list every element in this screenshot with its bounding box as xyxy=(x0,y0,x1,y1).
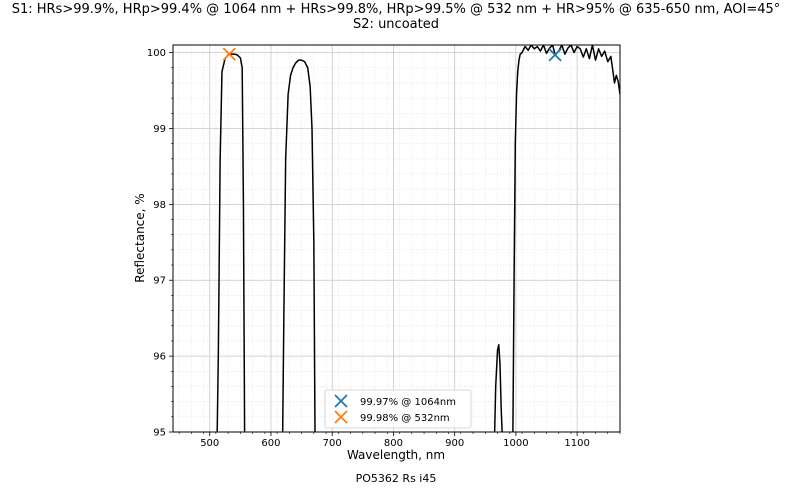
legend-label-2: 99.98% @ 532nm xyxy=(360,413,450,424)
y-tick-label: 97 xyxy=(153,276,166,287)
chart-title-line-2: S2: uncoated xyxy=(353,17,439,32)
y-tick-label: 99 xyxy=(153,124,166,135)
y-tick-label: 100 xyxy=(147,48,166,59)
marker-2 xyxy=(222,47,236,61)
plot-frame xyxy=(172,44,621,433)
x-axis-label: Wavelength, nm xyxy=(347,448,445,462)
legend-box xyxy=(324,389,472,429)
axes: 500 600 700 800 900 1000 1100 95 96 97 98 99 100 xyxy=(147,44,621,449)
x-tick-label: 1100 xyxy=(564,438,589,449)
legend-marker-1 xyxy=(334,394,348,408)
major-grid xyxy=(173,45,620,433)
x-tick-label: 1000 xyxy=(503,438,528,449)
reflectance-curve-4 xyxy=(512,45,620,432)
x-tick-label: 700 xyxy=(323,438,342,449)
x-tick-label: 800 xyxy=(384,438,403,449)
marker-1 xyxy=(548,48,562,62)
reflectance-curve-1 xyxy=(216,53,246,432)
minor-grid xyxy=(173,45,621,432)
x-tick-label: 500 xyxy=(200,438,219,449)
reflectance-curve-3 xyxy=(493,343,503,432)
y-tick-label: 96 xyxy=(153,352,166,363)
legend: 99.97% @ 1064nm 99.98% @ 532nm xyxy=(324,389,472,429)
chart-title-line-1: S1: HRs>99.9%, HRp>99.4% @ 1064 nm + HRs… xyxy=(11,2,781,17)
plot-area xyxy=(216,45,620,432)
y-axis-label: Reflectance, % xyxy=(133,193,147,282)
x-tick-label: 600 xyxy=(261,438,280,449)
legend-label-1: 99.97% @ 1064nm xyxy=(360,397,456,408)
y-tick-label: 95 xyxy=(153,428,166,439)
reflectance-curve-2 xyxy=(281,59,316,432)
footer-caption: PO5362 Rs i45 xyxy=(355,472,437,485)
legend-marker-2 xyxy=(334,410,348,424)
y-tick-label: 98 xyxy=(153,200,166,211)
x-tick-label: 900 xyxy=(445,438,464,449)
